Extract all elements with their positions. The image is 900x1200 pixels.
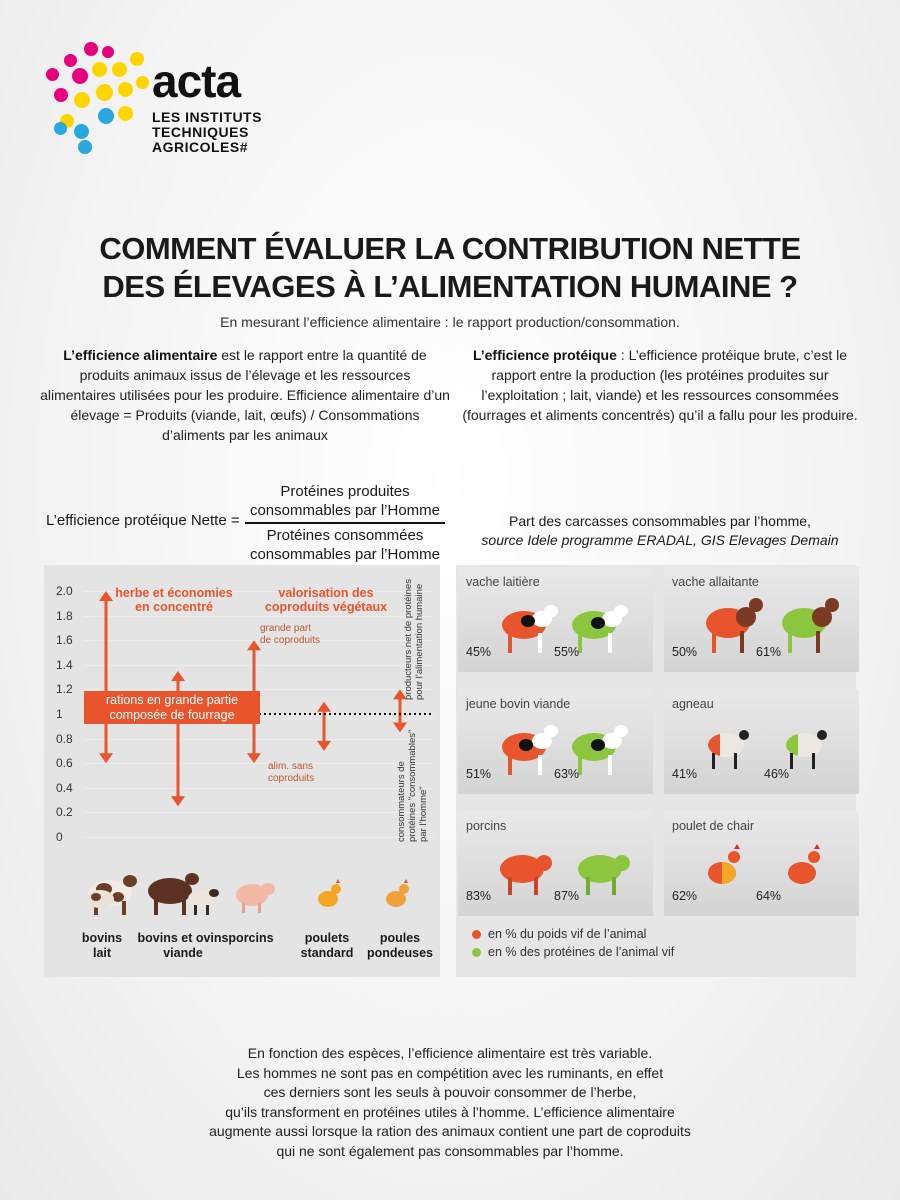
- formula-label: L’efficience protéique Nette =: [46, 512, 240, 529]
- pct-green: 55%: [554, 645, 580, 659]
- gridline: [84, 664, 434, 666]
- card-title: vache allaitante: [672, 575, 759, 589]
- gridline: [84, 812, 434, 814]
- pct-green: 61%: [756, 645, 782, 659]
- label-consommateurs: consommateurs de protéines "consommables"…: [396, 729, 429, 842]
- gridline: [84, 615, 434, 617]
- logo-subtitle: LES INSTITUTS TECHNIQUES AGRICOLES#: [152, 109, 262, 155]
- y-tick-label: 0.8: [56, 731, 73, 746]
- pct-green: 63%: [554, 767, 580, 781]
- efficiency-chart-panel: 2.0 1.8 1.6 1.4 1.2 1 0.8 0.6 0.4 0.2 0 herbe et é…: [44, 565, 440, 977]
- pct-green: 46%: [764, 767, 790, 781]
- logo-brand: acta: [152, 55, 241, 107]
- animal-label-porcins: porcins: [228, 931, 274, 945]
- card-title: agneau: [672, 697, 714, 711]
- pct-orange: 83%: [466, 889, 492, 903]
- card-vache-allaitante: vache allaitante 50% 61%: [664, 567, 859, 672]
- gridline: [84, 787, 434, 789]
- hen-icon: [386, 879, 409, 907]
- animal-label-bovins-lait: bovins lait: [81, 931, 123, 960]
- animal-illustrations: [86, 873, 409, 915]
- y-tick-label: 0.4: [56, 780, 73, 795]
- cow-icon: [502, 605, 628, 653]
- intro-right: L’efficience protéique : L’efficience pr…: [462, 347, 858, 423]
- label-herbe: herbe et économies en concentré: [115, 586, 233, 614]
- pig-icon: [236, 883, 275, 913]
- card-porcins: porcins 83% 87%: [458, 811, 653, 916]
- pig-icon: [500, 855, 630, 895]
- card-title: vache laitière: [466, 575, 540, 589]
- formula-numerator: Protéines produites consommables par l’H…: [249, 483, 441, 519]
- card-title: poulet de chair: [672, 819, 755, 833]
- y-tick-label: 0.6: [56, 756, 73, 771]
- beef-and-sheep-icon: [148, 873, 219, 915]
- animal-label-poules: poules pondeuses: [367, 931, 433, 960]
- label-grande-part: grande part de coproduits: [260, 623, 321, 646]
- label-valorisation: valorisation des coproduits végétaux: [264, 586, 388, 614]
- pct-orange: 45%: [466, 645, 492, 659]
- chicken-icon: [708, 844, 820, 884]
- y-tick-label: 1.6: [56, 633, 73, 648]
- gridline: [84, 837, 434, 838]
- card-jeune-bovin: jeune bovin viande 51% 63%: [458, 689, 653, 794]
- legend-green: en % des protéines de l’animal vif: [472, 945, 674, 959]
- orange-dot-icon: [472, 930, 481, 940]
- range-arrow-3: [317, 701, 331, 751]
- card-agneau: agneau 41% 46%: [664, 689, 859, 794]
- carcass-panel: vache laitière 45% 55% vache allaitante: [456, 565, 859, 977]
- page-title: COMMENT ÉVALUER LA CONTRIBUTION NETTE DE…: [99, 231, 801, 304]
- fraction-bar: [245, 522, 445, 524]
- cow-icon: [86, 875, 137, 915]
- card-vache-laitiere: vache laitière 45% 55%: [458, 567, 653, 672]
- pct-orange: 51%: [466, 767, 492, 781]
- chicken-icon: [318, 879, 341, 907]
- conclusion-text: En fonction des espèces, l’efficience al…: [209, 1045, 691, 1159]
- range-arrow-4: [393, 689, 407, 733]
- acta-logo: acta LES INSTITUTS TECHNIQUES AGRICOLES#: [40, 40, 270, 160]
- legend-orange: en % du poids vif de l’animal: [472, 927, 646, 941]
- page-subtitle: En mesurant l’efficience alimentaire : l…: [220, 314, 680, 330]
- pct-orange: 41%: [672, 767, 698, 781]
- range-arrow-0: [99, 591, 113, 764]
- gridline: [84, 689, 434, 691]
- label-producteurs: producteurs net de protéines pour l’alime…: [403, 579, 425, 700]
- gridline: [84, 640, 434, 642]
- y-tick-label: 1.2: [56, 682, 73, 697]
- y-tick-label: 0: [56, 830, 63, 844]
- young-bull-icon: [502, 725, 628, 775]
- y-tick-label: 1: [56, 707, 63, 721]
- intro-left: L’efficience alimentaire est le rapport …: [40, 347, 450, 443]
- pct-orange: 50%: [672, 645, 698, 659]
- y-tick-label: 1.8: [56, 608, 73, 623]
- card-poulet: poulet de chair 62% 64%: [664, 811, 859, 916]
- label-alim-sans: alim. sans coproduits: [268, 761, 315, 784]
- right-panel-heading: Part des carcasses consommables par l’ho…: [481, 513, 839, 548]
- y-tick-label: 0.2: [56, 805, 73, 820]
- formula-denominator: Protéines consommées consommables par l’…: [249, 527, 441, 563]
- animal-label-bovins-ovins-viande: bovins et ovins viande: [137, 931, 229, 960]
- y-tick-label: 2.0: [56, 584, 73, 598]
- animal-label-poulets: poulets standard: [300, 931, 354, 960]
- rations-fourrage-box: rations en grande partie composée de four…: [84, 691, 260, 724]
- gridline: [84, 763, 434, 765]
- gridline: [84, 591, 434, 592]
- card-title: porcins: [466, 819, 507, 833]
- card-title: jeune bovin viande: [466, 697, 571, 711]
- beef-cow-icon: [706, 598, 839, 653]
- gridline: [84, 738, 434, 740]
- lamb-icon: [708, 730, 827, 769]
- formula: L’efficience protéique Nette = Protéines…: [40, 482, 450, 564]
- pct-green: 87%: [554, 889, 580, 903]
- y-tick-label: 1.4: [56, 657, 73, 672]
- green-dot-icon: [472, 948, 481, 958]
- pct-orange: 62%: [672, 889, 698, 903]
- pct-green: 64%: [756, 889, 782, 903]
